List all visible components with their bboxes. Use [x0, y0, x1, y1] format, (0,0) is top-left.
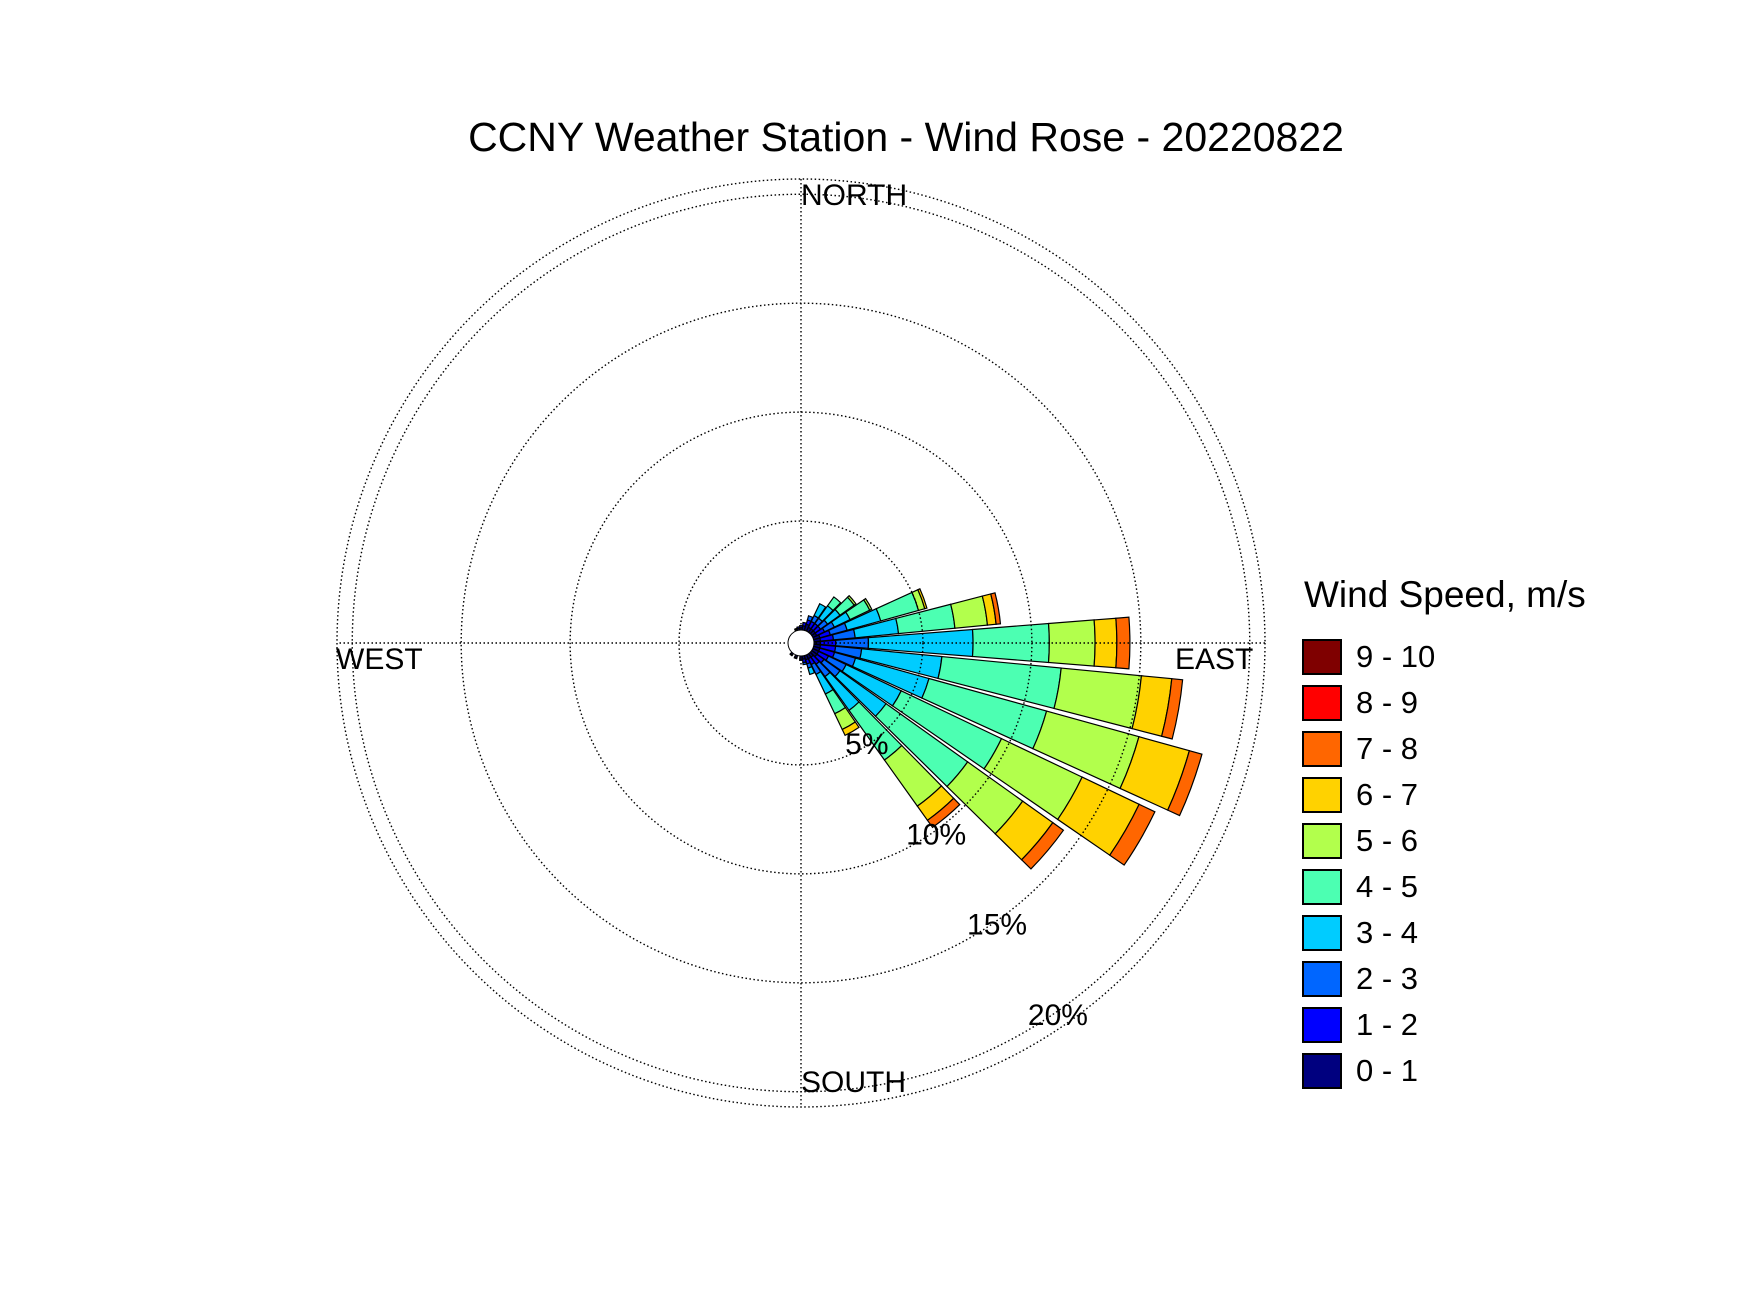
legend-item: 8 - 9	[1302, 680, 1586, 726]
legend-label: 8 - 9	[1356, 685, 1419, 720]
sector-130-bin-7	[1020, 821, 1065, 870]
legend-label: 2 - 3	[1356, 961, 1419, 996]
legend: Wind Speed, m/s 9 - 10 8 - 9 7 - 8 6 - 7 5 -…	[1302, 574, 1586, 1094]
legend-swatch	[1302, 869, 1342, 905]
sector-350-bin-1	[796, 626, 801, 630]
legend-label: 5 - 6	[1356, 823, 1419, 858]
legend-item: 7 - 8	[1302, 726, 1586, 772]
legend-swatch	[1302, 961, 1342, 997]
legend-item: 6 - 7	[1302, 772, 1586, 818]
chart-title: CCNY Weather Station - Wind Rose - 20220…	[468, 114, 1344, 160]
radial-tick-labels: 5% 10% 15% 20%	[845, 728, 1088, 1032]
sector-160-bin-3	[807, 665, 816, 676]
legend-swatch	[1302, 1053, 1342, 1089]
sector-80-bin-5	[949, 595, 989, 629]
legend-label: 0 - 1	[1356, 1053, 1419, 1088]
sector-170-bin-2	[802, 661, 808, 666]
center-hole	[787, 629, 815, 657]
legend-label: 4 - 5	[1356, 869, 1419, 904]
legend-item: 2 - 3	[1302, 956, 1586, 1002]
legend-swatch	[1302, 823, 1342, 859]
sectors-layer	[789, 588, 1203, 870]
legend-items: 9 - 10 8 - 9 7 - 8 6 - 7 5 - 6 4 - 5 3 - 4 2 - …	[1302, 634, 1586, 1094]
legend-item: 1 - 2	[1302, 1002, 1586, 1048]
legend-swatch	[1302, 639, 1342, 675]
sector-140-bin-7	[926, 797, 961, 829]
sector-80-bin-7	[990, 592, 1002, 625]
radial-tick-label-10: 10%	[906, 818, 966, 851]
direction-label-east: EAST	[1175, 643, 1253, 676]
legend-item: 9 - 10	[1302, 634, 1586, 680]
legend-swatch	[1302, 731, 1342, 767]
wind-rose-chart: NORTH SOUTH WEST EAST 5% 10% 15% 20%	[336, 178, 1266, 1108]
legend-swatch	[1302, 915, 1342, 951]
legend-item: 4 - 5	[1302, 864, 1586, 910]
sector-120-bin-7	[1108, 803, 1156, 866]
sector-30-bin-3	[813, 602, 827, 619]
sector-60-bin-5	[862, 597, 873, 612]
grid-layer	[336, 178, 1266, 1108]
sector-70-bin-6	[917, 588, 928, 610]
sector-50-bin-5	[846, 594, 857, 606]
legend-swatch	[1302, 685, 1342, 721]
direction-label-north: NORTH	[801, 179, 907, 212]
sector-150-bin-6	[841, 721, 860, 737]
legend-title: Wind Speed, m/s	[1304, 574, 1586, 615]
legend-label: 7 - 8	[1356, 731, 1419, 766]
legend-label: 1 - 2	[1356, 1007, 1419, 1042]
legend-label: 9 - 10	[1356, 639, 1436, 674]
legend-label: 6 - 7	[1356, 777, 1419, 812]
legend-swatch	[1302, 1007, 1342, 1043]
direction-label-west: WEST	[336, 643, 423, 676]
legend-swatch	[1302, 777, 1342, 813]
radial-tick-label-20: 20%	[1028, 999, 1088, 1032]
sector-90-bin-7	[1115, 616, 1131, 670]
radial-tick-label-15: 15%	[967, 909, 1027, 942]
legend-item: 5 - 6	[1302, 818, 1586, 864]
legend-item: 3 - 4	[1302, 910, 1586, 956]
sector-90-bin-6	[1093, 617, 1118, 669]
sector-110-bin-7	[1166, 749, 1203, 817]
legend-item: 0 - 1	[1302, 1048, 1586, 1094]
sector-200-bin-1	[793, 656, 798, 660]
legend-label: 3 - 4	[1356, 915, 1419, 950]
sector-40-bin-4	[826, 596, 842, 612]
direction-label-south: SOUTH	[801, 1066, 906, 1099]
grid-circle-5	[678, 520, 924, 766]
sector-220-bin-1	[789, 652, 794, 657]
radial-tick-label-5: 5%	[845, 728, 888, 761]
sector-100-bin-7	[1160, 678, 1184, 740]
